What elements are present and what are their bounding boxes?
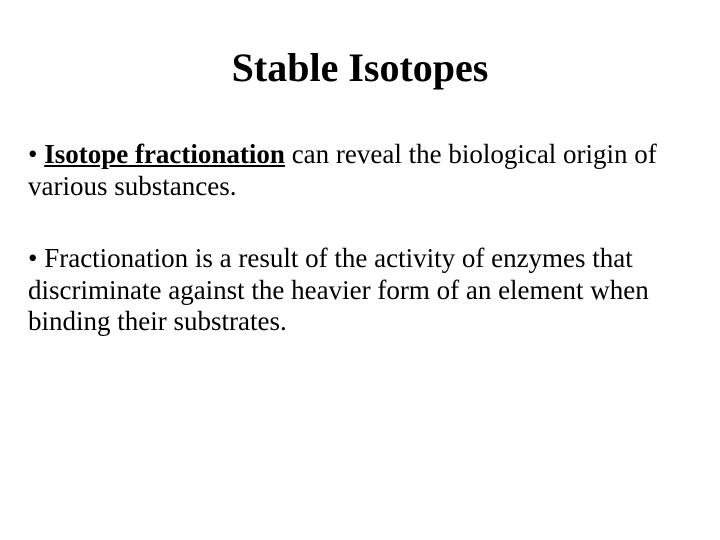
bullet-marker: • xyxy=(28,139,44,169)
slide-title: Stable Isotopes xyxy=(28,44,692,91)
bullet-text: Fractionation is a result of the activit… xyxy=(28,243,649,337)
bullet-item: • Isotope fractionation can reveal the b… xyxy=(28,139,688,203)
slide-container: Stable Isotopes • Isotope fractionation … xyxy=(0,0,720,540)
bullet-item: • Fractionation is a result of the activ… xyxy=(28,243,688,339)
bullet-keyword: Isotope fractionation xyxy=(44,139,285,169)
bullet-marker: • xyxy=(28,243,44,273)
